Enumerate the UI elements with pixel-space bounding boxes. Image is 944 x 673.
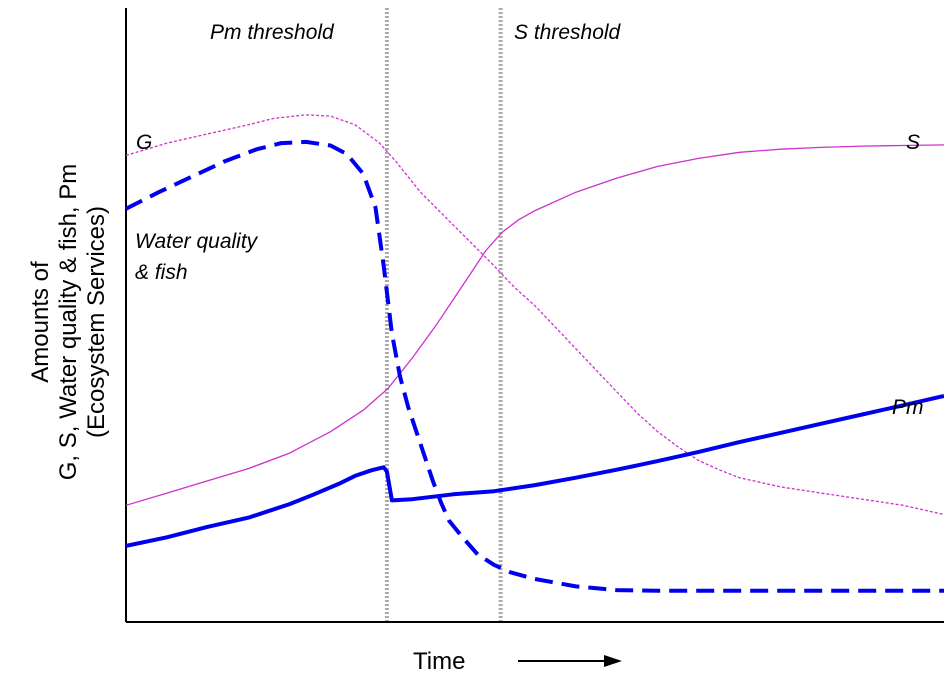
s-threshold-label: S threshold: [514, 21, 622, 44]
threshold-lines: [384, 8, 503, 622]
y-axis-title-line2: G, S, Water quality & fish, Pm: [55, 164, 82, 481]
series-line-pm: [125, 394, 944, 548]
label-water-quality: Water quality: [135, 230, 259, 253]
series-line-g: [125, 114, 944, 516]
pm-threshold-label: Pm threshold: [210, 21, 335, 44]
time-arrow-icon: [604, 655, 622, 667]
label-s: S: [906, 131, 920, 154]
y-axis-title-line1: Amounts of: [27, 261, 54, 383]
x-axis-title: Time: [413, 648, 465, 673]
series-line-s: [125, 144, 944, 506]
series-line-water-quality-fish: [125, 139, 944, 593]
label-and-fish: & fish: [135, 261, 188, 284]
y-axis-title-line3: (Ecosystem Services): [83, 206, 110, 438]
label-g: G: [136, 131, 152, 154]
series-group: [125, 114, 944, 593]
label-pm: Pm: [892, 396, 924, 419]
